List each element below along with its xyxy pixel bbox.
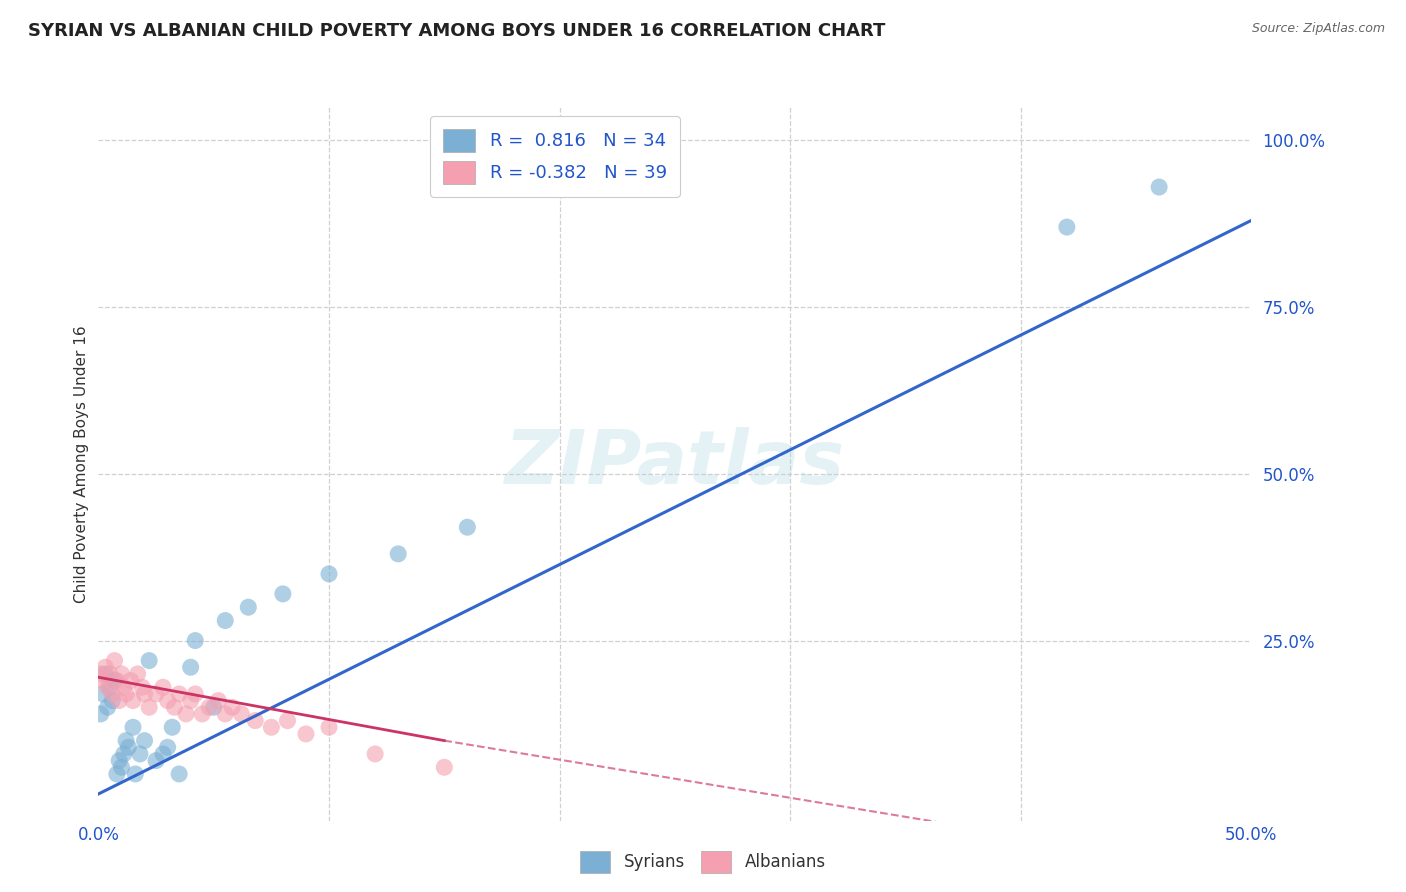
Legend: R =  0.816   N = 34, R = -0.382   N = 39: R = 0.816 N = 34, R = -0.382 N = 39: [430, 116, 679, 197]
Point: [91, 687, 114, 701]
Point: [110, 667, 132, 681]
Text: Source: ZipAtlas.com: Source: ZipAtlas.com: [1251, 22, 1385, 36]
Point: [108, 693, 131, 707]
Point: [101, 693, 124, 707]
Point: [145, 754, 167, 768]
Point: [103, 654, 125, 668]
Point: [122, 693, 145, 707]
Point: [221, 700, 243, 714]
Point: [112, 747, 135, 761]
Point: [152, 747, 174, 761]
Point: [191, 706, 214, 721]
Text: SYRIAN VS ALBANIAN CHILD POVERTY AMONG BOYS UNDER 16 CORRELATION CHART: SYRIAN VS ALBANIAN CHILD POVERTY AMONG B…: [28, 22, 886, 40]
Point: [131, 680, 153, 694]
Point: [152, 680, 174, 694]
Point: [180, 660, 202, 674]
Point: [110, 760, 132, 774]
Point: [134, 733, 156, 747]
Point: [167, 687, 190, 701]
Point: [295, 727, 318, 741]
Point: [156, 740, 179, 755]
Point: [94, 667, 117, 681]
Point: [167, 767, 190, 781]
Point: [108, 754, 131, 768]
Point: [174, 706, 197, 721]
Point: [180, 693, 202, 707]
Point: [202, 700, 225, 714]
Point: [97, 700, 120, 714]
Point: [364, 747, 387, 761]
Point: [103, 673, 125, 688]
Point: [198, 700, 221, 714]
Point: [318, 720, 340, 734]
Point: [318, 566, 340, 581]
Point: [129, 747, 152, 761]
Point: [112, 680, 135, 694]
Point: [101, 687, 124, 701]
Point: [387, 547, 409, 561]
Point: [97, 680, 120, 694]
Point: [138, 700, 160, 714]
Point: [160, 720, 183, 734]
Point: [91, 673, 114, 688]
Point: [276, 714, 298, 728]
Point: [271, 587, 294, 601]
Point: [94, 660, 117, 674]
Point: [98, 680, 121, 694]
Point: [1147, 180, 1170, 194]
Point: [105, 767, 128, 781]
Point: [90, 667, 112, 681]
Y-axis label: Child Poverty Among Boys Under 16: Child Poverty Among Boys Under 16: [75, 325, 89, 603]
Point: [214, 614, 236, 628]
Point: [115, 733, 138, 747]
Point: [115, 687, 138, 701]
Point: [231, 706, 253, 721]
Point: [98, 667, 121, 681]
Point: [214, 706, 236, 721]
Point: [156, 693, 179, 707]
Point: [184, 687, 207, 701]
Point: [138, 654, 160, 668]
Text: ZIPatlas: ZIPatlas: [505, 427, 845, 500]
Point: [124, 767, 146, 781]
Point: [145, 687, 167, 701]
Point: [1056, 220, 1078, 235]
Point: [134, 687, 156, 701]
Point: [120, 673, 142, 688]
Point: [245, 714, 267, 728]
Point: [184, 633, 207, 648]
Point: [127, 667, 149, 681]
Point: [90, 706, 112, 721]
Point: [207, 693, 229, 707]
Point: [456, 520, 478, 534]
Point: [260, 720, 283, 734]
Point: [105, 673, 128, 688]
Point: [117, 740, 139, 755]
Point: [238, 600, 260, 615]
Point: [163, 700, 186, 714]
Legend: Syrians, Albanians: Syrians, Albanians: [574, 845, 832, 880]
Point: [433, 760, 456, 774]
Point: [122, 720, 145, 734]
